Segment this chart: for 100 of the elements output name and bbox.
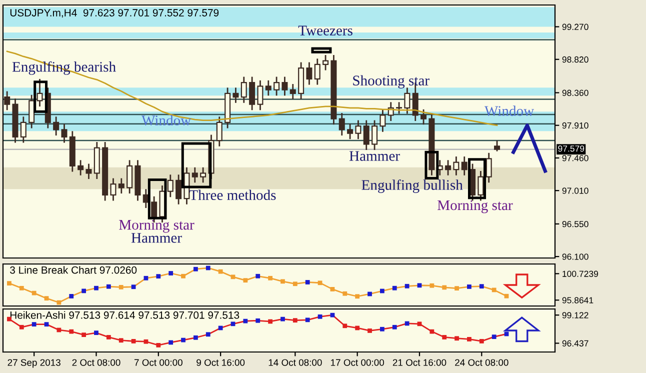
point [355,294,360,299]
point [268,319,272,324]
x-tick-label: 2 Oct 08:00 [72,359,120,366]
y-tick-label: 99.122 [562,312,588,318]
point [330,286,335,292]
point [392,324,397,330]
point [32,322,36,327]
annotation: Tweezers [298,26,352,36]
point [305,280,310,284]
point [318,314,322,319]
y-tick-label: 95.8641 [562,297,594,304]
point [368,328,372,333]
point [94,286,98,290]
candlestick [4,90,10,111]
y-tick-label: 96.100 [562,254,588,260]
point [504,294,509,298]
point [131,284,136,290]
candlestick [249,76,256,111]
candlestick [192,166,198,184]
candlestick [404,86,410,114]
point [430,283,434,288]
point [330,312,335,318]
candlestick [265,80,272,96]
y-tick-label: 100.7239 [562,270,598,277]
point [7,281,12,286]
candlestick [53,116,60,136]
y-tick-label: 97.910 [562,122,588,129]
candlestick [110,178,116,202]
point [342,324,348,328]
ref-line-label: 97.579 [558,145,584,152]
point [230,274,236,280]
candlestick [445,159,452,176]
point [56,328,62,332]
point [206,266,210,270]
point [218,326,223,330]
point [355,326,360,330]
y-tick-label: 99.270 [562,24,588,30]
point [156,342,161,348]
point [280,279,285,284]
candlestick [200,166,206,184]
point [342,291,348,296]
candlestick [380,108,386,133]
annotation: Shooting star [353,75,430,88]
point [168,271,174,276]
candlestick [461,156,468,176]
point [442,285,447,290]
point [181,338,186,342]
candlestick [28,94,35,129]
point [256,318,260,323]
point [467,337,472,342]
point [318,280,322,286]
point [56,300,62,305]
point [243,278,248,283]
x-tick-label: 17 Oct 00:00 [331,359,384,366]
candlestick [322,54,329,71]
point [417,283,422,288]
point [368,292,372,296]
point [454,336,459,341]
point [404,284,410,288]
annotation: Morning star [438,200,513,214]
candlestick [240,76,247,104]
point [94,330,98,336]
point [82,288,86,294]
point [82,332,86,337]
x-tick-label: 27 Sep 2013 [8,359,60,368]
candlestick [232,86,239,104]
point [144,339,148,344]
candlestick [282,76,288,96]
point [430,329,434,334]
point [404,321,410,326]
point [292,282,298,286]
y-tick-label: 97.010 [562,188,588,194]
candlestick [86,163,92,180]
candlestick [78,159,84,176]
point [243,318,248,324]
point [392,286,397,290]
candlestick [396,101,402,114]
candlestick [306,62,312,86]
point [218,269,223,274]
point [144,276,148,280]
point [417,322,422,326]
annotation: Engulfing bullish [362,180,463,193]
point [181,274,186,278]
point [442,335,447,340]
point [256,274,260,278]
chart-title: USDJPY.m,H4 97.623 97.701 97.552 97.579 [10,9,219,18]
point [479,339,484,344]
point [69,329,74,334]
point [156,274,161,278]
chart-title: Heiken-Ashi 97.513 97.614 97.513 97.701 97.513 [10,311,240,319]
point [479,284,484,288]
x-tick-label: 24 Oct 08:00 [455,359,508,366]
candlestick [274,76,280,96]
point [454,286,459,291]
point [168,340,174,345]
annotation: Morning star [119,220,194,233]
candlestick [167,174,174,198]
point [492,334,496,339]
candlestick [257,80,264,111]
candlestick [347,123,354,140]
